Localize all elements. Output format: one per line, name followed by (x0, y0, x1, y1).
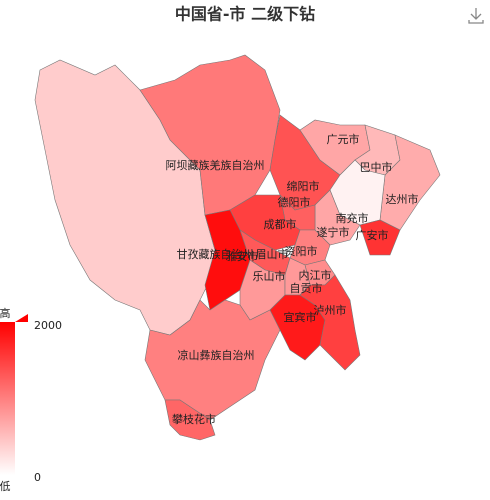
visual-map-high: 高 (0, 306, 11, 320)
visual-map-low: 低 (0, 480, 11, 493)
region-label: 甘孜藏族自治州 (177, 247, 254, 261)
region-label: 雅安市 (226, 249, 259, 263)
region[interactable] (299, 274, 361, 371)
region-label: 乐山市 (253, 269, 286, 283)
title: 中国省-市 二级下钻 (175, 5, 315, 24)
region-label: 自贡市 (290, 281, 323, 295)
region-label: 攀枝花市 (172, 412, 216, 426)
region[interactable] (359, 219, 401, 256)
visual-map-bar[interactable] (0, 322, 15, 475)
region[interactable] (164, 399, 216, 441)
region-label: 资阳市 (285, 244, 318, 258)
region-label: 泸州市 (314, 303, 347, 317)
region-label: 阿坝藏族羌族自治州 (166, 158, 265, 172)
download-icon[interactable] (468, 8, 484, 24)
region-label: 达州市 (386, 192, 419, 206)
region-label: 凉山彝族自治州 (178, 348, 255, 362)
region-label: 宜宾市 (284, 310, 317, 324)
region-label: 南充市 (336, 211, 369, 225)
region-label: 眉山市 (256, 247, 289, 261)
region-label: 成都市 (264, 217, 297, 231)
region-label: 巴中市 (360, 160, 393, 174)
region-label: 遂宁市 (317, 225, 350, 239)
visual-map-handle[interactable] (15, 314, 28, 322)
visual-map-min: 0 (34, 471, 41, 484)
region[interactable] (204, 209, 251, 311)
region-label: 绵阳市 (287, 179, 320, 193)
region-label: 广安市 (356, 228, 389, 242)
region-label: 内江市 (299, 268, 332, 282)
region-label: 德阳市 (278, 195, 311, 209)
region-label: 广元市 (327, 132, 360, 146)
visual-map-max: 2000 (34, 319, 62, 332)
